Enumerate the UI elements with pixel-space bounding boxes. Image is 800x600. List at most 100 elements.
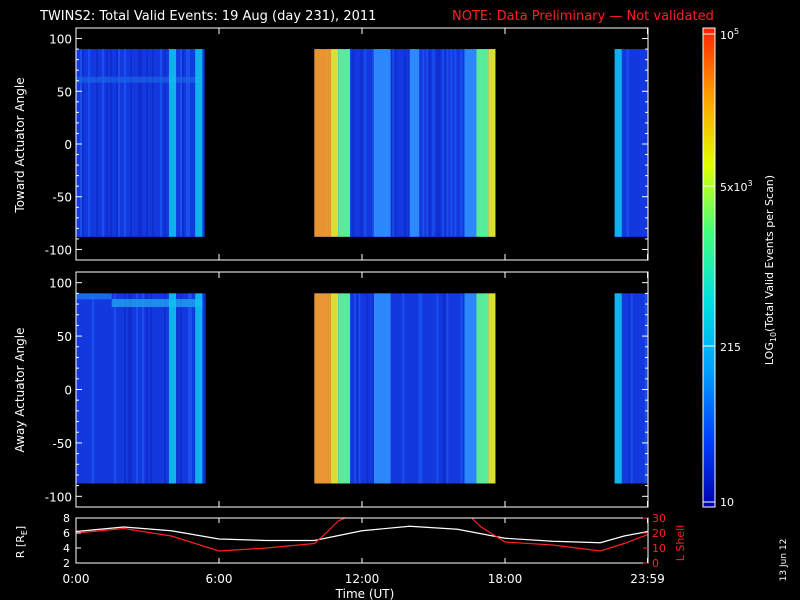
texture-stripe [142,293,144,484]
bright-band [476,49,489,237]
texture-stripe [190,293,192,484]
left-y-tick-label: 4 [63,542,70,555]
lshell-line [471,518,648,552]
orbit-background [76,518,648,563]
bright-band [476,293,489,484]
colorbar-label: LOG10(Total Valid Events per Scan) [763,175,778,365]
texture-stripe [152,49,154,237]
texture-stripe [80,49,82,237]
bright-band [314,293,332,484]
texture-stripe [408,49,411,237]
bright-band [331,293,339,484]
orbit-panel: 8 6 4 2 30 20 10 0 0:00 6:00 12:00 18:00 23:59 [63,512,666,586]
colorbar-tick-bottom: 10 [720,496,734,509]
toward-angle-panel: 100 50 0 -50 -100 [45,27,649,261]
bright-band [373,293,391,484]
time-xlabel: Time (UT) [335,587,395,600]
texture-stripe [454,49,457,237]
right-y-tick-label: 20 [652,527,666,540]
texture-stripe [360,49,363,237]
texture-stripe [118,49,120,237]
y-tick-label: -50 [52,191,72,205]
preliminary-note: NOTE: Data Preliminary — Not validated [452,9,714,24]
texture-stripe [372,49,375,237]
left-y-tick-label: 6 [63,527,70,540]
bright-band [331,49,339,237]
bright-band [195,293,203,484]
x-tick-label: 6:00 [206,572,233,586]
texture-stripe [364,49,367,237]
texture-stripe [128,293,130,484]
bright-band [338,293,351,484]
left-y-tick-label: 2 [63,557,70,570]
texture-stripe [204,293,206,484]
y-tick-label: 50 [57,85,72,99]
x-tick-label: 18:00 [488,572,523,586]
bright-band [464,49,477,237]
texture-stripe [146,49,148,237]
bright-band [314,49,332,237]
upper-band [76,293,112,300]
bright-band [168,49,177,237]
colorbar [702,27,716,508]
texture-stripe [460,49,463,237]
texture-stripe [404,49,407,237]
texture-stripe [164,49,166,237]
texture-stripe [114,293,116,484]
upper-band [76,76,203,83]
bright-band [373,49,391,237]
texture-stripe [444,293,447,484]
y-tick-label: -100 [45,243,72,257]
orbit-left-ylabel: R [RE] [14,526,29,558]
right-y-tick-label: 0 [652,557,659,570]
bright-band [488,293,496,484]
radius-line [76,525,648,544]
texture-stripe [628,293,631,484]
texture-stripe [186,49,188,237]
texture-stripe [356,293,359,484]
texture-stripe [106,49,108,237]
texture-stripe [124,293,126,484]
y-tick-label: 0 [64,138,72,152]
texture-stripe [446,293,449,484]
texture-stripe [82,49,84,237]
texture-stripe [366,293,369,484]
texture-stripe [354,293,357,484]
x-tick-label: 0:00 [63,572,90,586]
texture-stripe [644,293,647,484]
colorbar-tick-low: 215 [720,341,741,354]
texture-stripe [136,293,138,484]
texture-stripe [438,49,441,237]
texture-stripe [180,293,182,484]
y-tick-label: 0 [64,384,72,398]
y-tick-label: 50 [57,330,72,344]
bright-band [338,49,351,237]
texture-stripe [460,293,463,484]
bright-band [614,293,622,484]
texture-stripe [436,293,439,484]
texture-stripe [372,293,375,484]
chart-title: TWINS2: Total Valid Events: 19 Aug (day … [39,9,376,24]
texture-stripe [630,293,633,484]
texture-stripe [182,49,184,237]
texture-stripe [402,293,405,484]
y-tick-label: 100 [49,33,72,47]
texture-stripe [102,49,104,237]
colorbar-tick-mid: 5x103 [720,179,753,194]
texture-stripe [96,49,98,237]
bright-band [195,49,203,237]
colorbar-tick-top: 105 [720,27,739,42]
away-angle-ylabel: Away Actuator Angle [13,327,27,452]
x-tick-label: 23:59 [630,572,665,586]
texture-stripe [188,49,190,237]
texture-stripe [426,49,429,237]
left-y-tick-label: 8 [63,512,70,525]
texture-stripe [394,49,397,237]
bright-band [614,49,622,237]
orbit-right-ylabel: L Shell [674,525,687,561]
texture-stripe [422,49,425,237]
texture-stripe [176,293,178,484]
colorbar-gradient [702,27,716,508]
texture-stripe [444,49,447,237]
